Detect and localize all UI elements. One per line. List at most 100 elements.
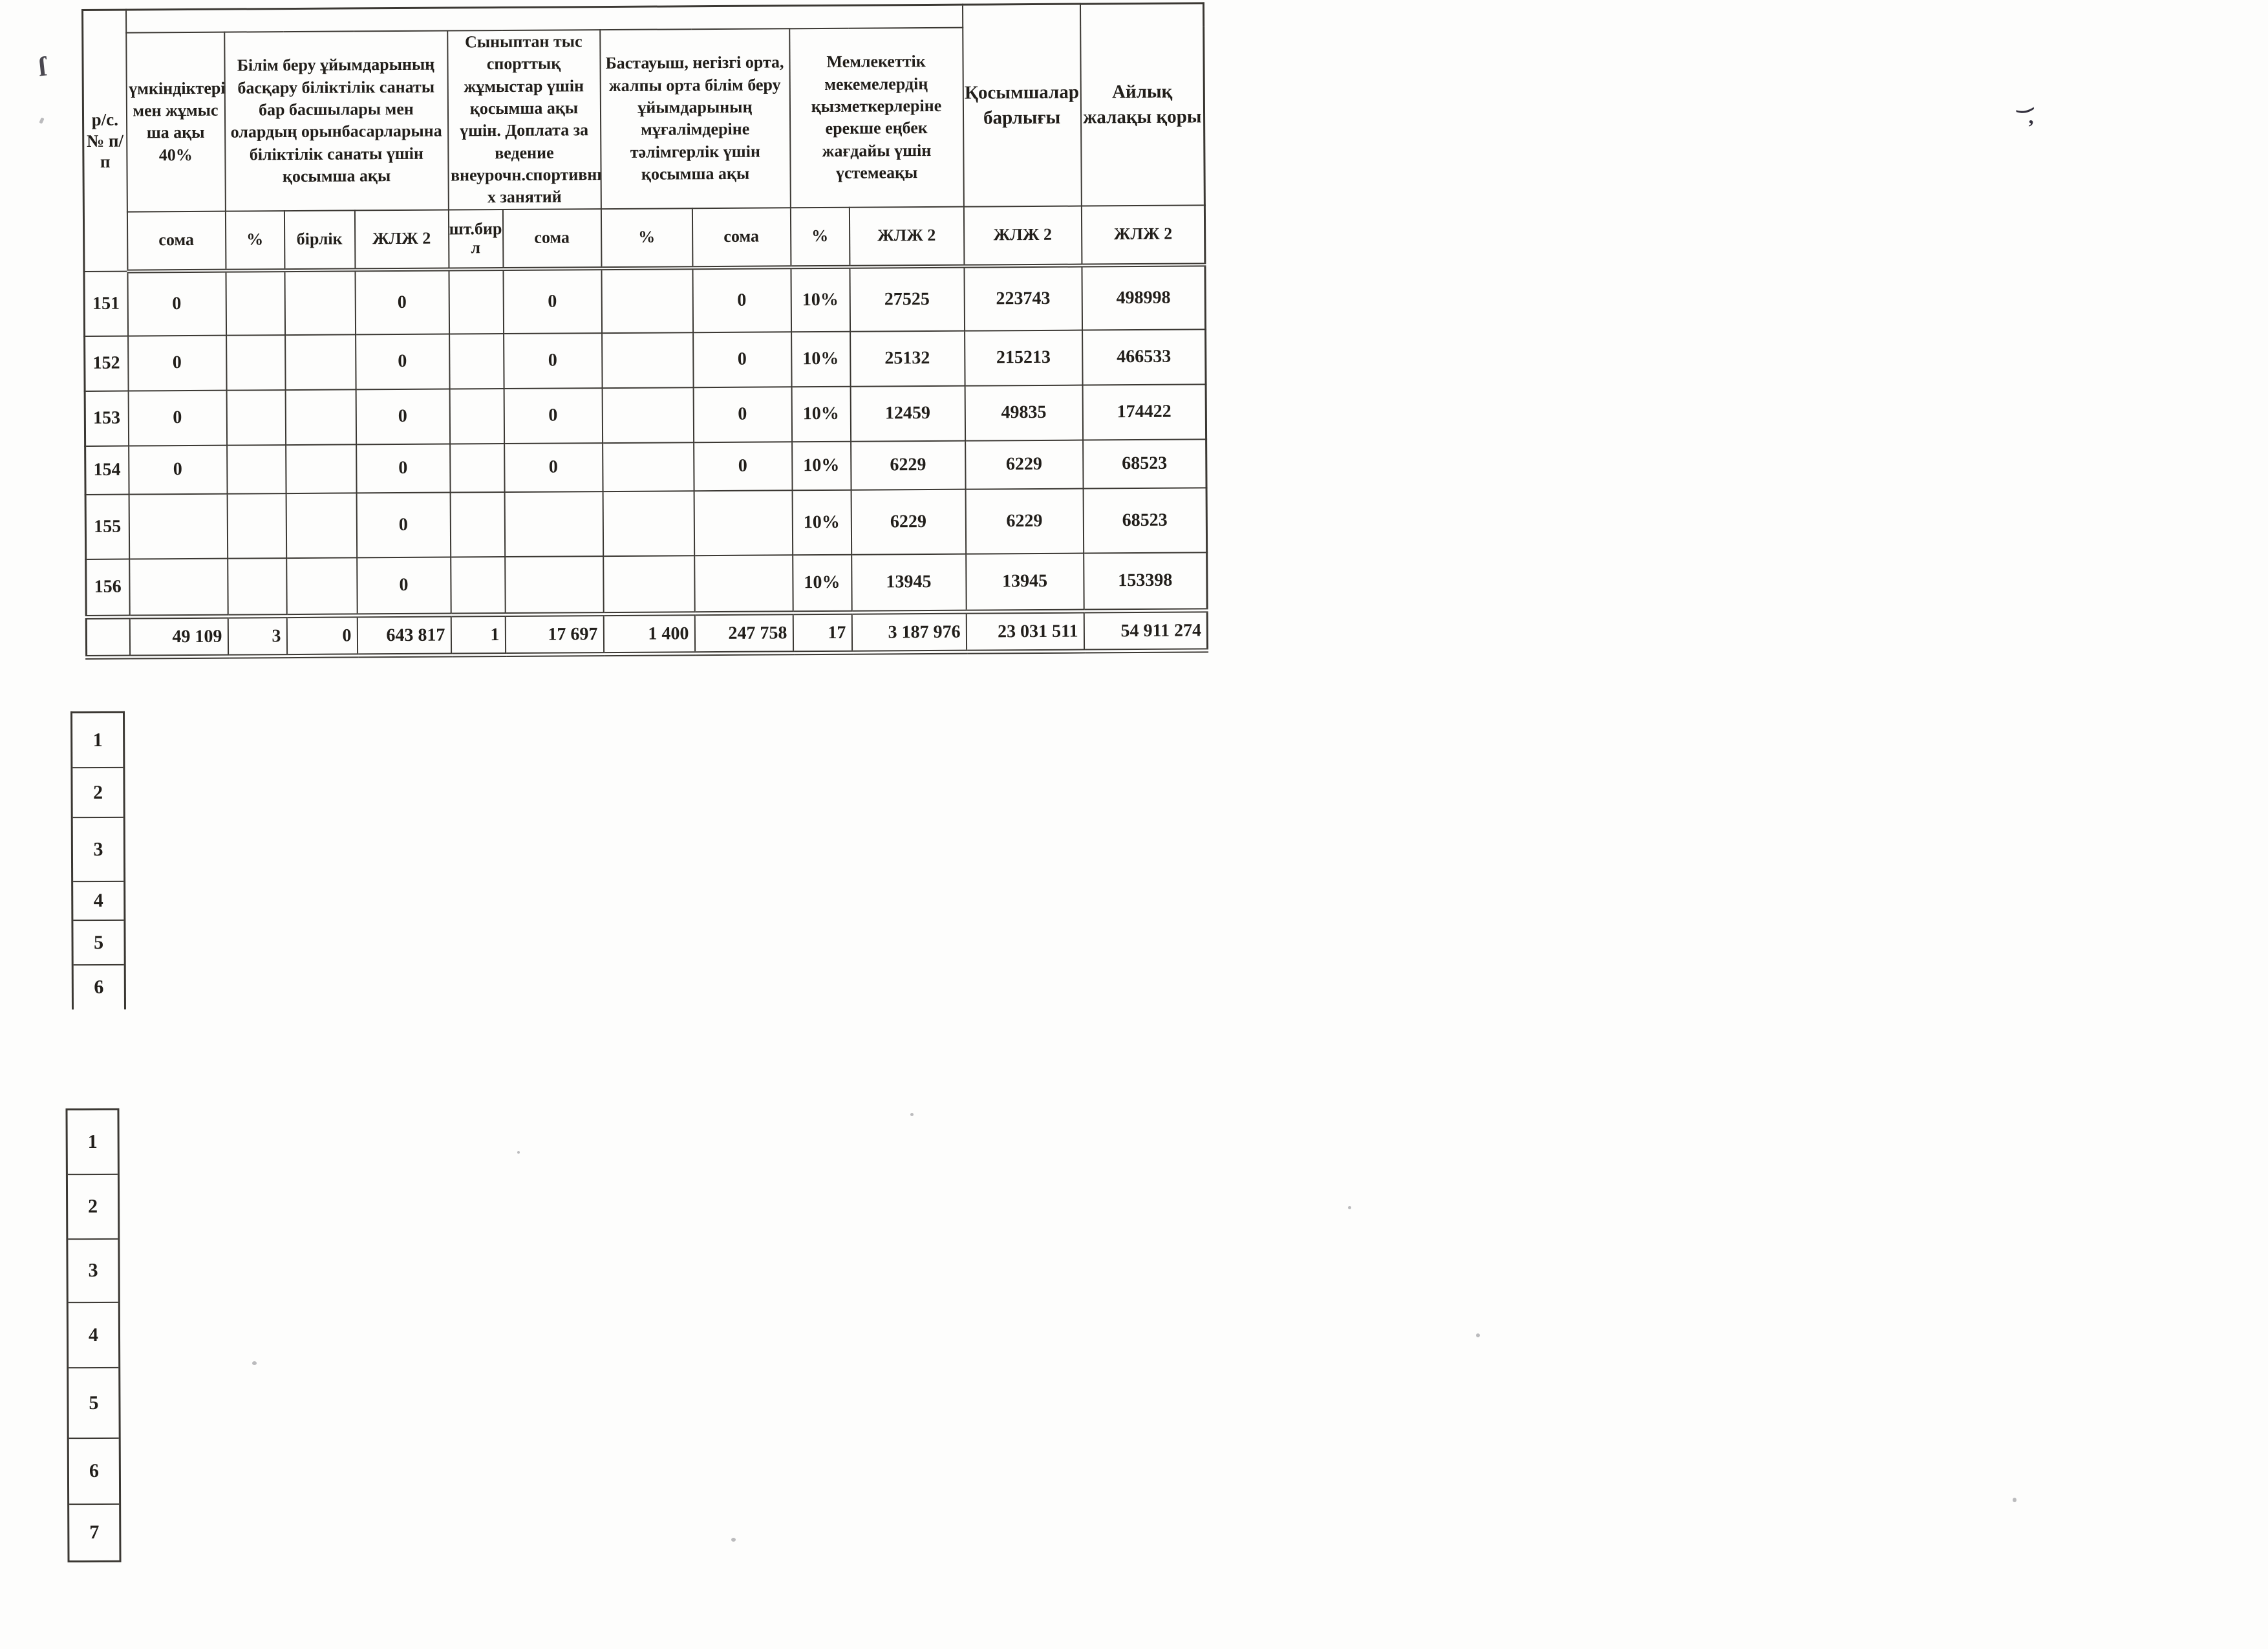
data-cell xyxy=(286,557,358,616)
data-cell xyxy=(285,389,356,445)
totals-row: 49 109 3 0 643 817 1 17 697 1 400 247 75… xyxy=(86,610,1208,658)
data-cell xyxy=(601,267,693,333)
data-cell: 10% xyxy=(790,266,850,332)
data-cell xyxy=(601,332,694,388)
data-cell: 0 xyxy=(504,442,603,492)
sub-header-birlik: бірлік xyxy=(284,210,355,270)
noise-speck xyxy=(1476,1333,1480,1337)
data-cell: 0 xyxy=(356,389,450,444)
table-row-155: 155 0 10% 6229 6229 68523 xyxy=(85,487,1207,559)
table-row-151: 151 0 0 0 0 10% 27525 223743 498998 xyxy=(83,264,1206,336)
data-cell: 0 xyxy=(692,331,792,387)
index-cell: 6 xyxy=(94,976,104,998)
data-cell xyxy=(450,556,506,616)
noise-speck xyxy=(517,1151,520,1154)
row-number-cell xyxy=(86,617,130,658)
column-header-special-work-conditions-pay: Мемлекеттік мекемелердің қызметкерлеріне… xyxy=(789,27,964,208)
noise-speck xyxy=(1348,1206,1351,1209)
index-cell: 1 xyxy=(72,713,123,769)
data-cell: 10% xyxy=(792,490,851,555)
sub-header-sht-bir-l: шт.бир л xyxy=(448,209,503,270)
index-cell: 5 xyxy=(69,1368,119,1439)
data-cell: 10% xyxy=(791,331,851,387)
data-cell xyxy=(226,444,286,494)
data-cell xyxy=(448,268,504,334)
row-index-table-bottom: 1 2 3 4 5 6 7 xyxy=(65,1108,122,1563)
sub-header-row: сома % бірлік ЖЛЖ 2 шт.бир л сома % сома… xyxy=(83,204,1206,272)
totals-cell: 247 758 xyxy=(694,612,793,654)
data-cell xyxy=(226,389,286,446)
data-cell: 10% xyxy=(791,386,851,442)
data-cell xyxy=(449,333,504,389)
data-cell xyxy=(285,444,357,493)
noise-speck xyxy=(39,117,45,124)
data-cell: 0 xyxy=(355,334,450,389)
column-header-additions-total: Қосымшалар барлығы xyxy=(962,4,1082,207)
data-cell xyxy=(129,493,228,559)
row-number-header: р/с.№ п/п xyxy=(82,10,127,272)
table-row-153: 153 0 0 0 0 10% 12459 49835 174422 xyxy=(85,383,1206,446)
data-cell xyxy=(504,555,604,615)
data-cell: 0 xyxy=(504,387,603,444)
data-cell: 0 xyxy=(693,441,793,491)
index-cell: 4 xyxy=(68,1302,119,1369)
row-index-table-top: 1 2 3 4 5 6 xyxy=(70,711,127,1010)
data-cell: 0 xyxy=(356,444,451,493)
row-number-cell: 152 xyxy=(84,336,129,391)
table-row-154: 154 0 0 0 0 10% 6229 6229 68523 xyxy=(85,438,1207,495)
row-number-cell: 155 xyxy=(85,494,129,559)
sub-header-zhlzh2-2: ЖЛЖ 2 xyxy=(849,206,965,267)
data-cell: 0 xyxy=(127,270,226,336)
table-row-156: 156 0 10% 13945 13945 153398 xyxy=(85,552,1208,618)
totals-cell: 23 031 511 xyxy=(966,611,1084,652)
totals-cell: 3 xyxy=(228,616,287,657)
column-header-extracurricular-sports-pay: Сыныптан тыс спорттық жұмыстар үшін қосы… xyxy=(447,30,601,210)
sub-header-percent-1: % xyxy=(225,210,284,271)
sub-header-soma-3: сома xyxy=(692,207,791,268)
table-row-152: 152 0 0 0 0 10% 25132 215213 466533 xyxy=(84,329,1206,391)
data-cell: 27525 xyxy=(849,266,965,332)
header-band-row: р/с.№ п/п Қосымшалар барлығы Айлық жалақ… xyxy=(82,3,1205,272)
data-cell xyxy=(449,443,505,493)
data-cell: 6229 xyxy=(965,488,1084,554)
data-cell: 49835 xyxy=(965,385,1083,441)
totals-cell: 0 xyxy=(286,615,358,656)
data-cell: 6229 xyxy=(965,440,1084,490)
noise-speck xyxy=(731,1538,736,1542)
data-cell: 0 xyxy=(127,335,227,391)
index-cell: 7 xyxy=(89,1521,100,1544)
totals-cell: 17 xyxy=(793,612,852,653)
totals-cell: 1 xyxy=(451,614,506,656)
row-number-cell: 156 xyxy=(85,559,130,618)
data-cell xyxy=(694,554,793,614)
data-cell: 68523 xyxy=(1083,487,1207,554)
sub-header-zhlzh2-1: ЖЛЖ 2 xyxy=(354,210,449,270)
data-cell xyxy=(603,555,695,614)
sub-header-zhlzh2-4: ЖЛЖ 2 xyxy=(1081,204,1206,266)
index-cell: 1 xyxy=(67,1110,118,1176)
data-cell: 6229 xyxy=(851,489,966,555)
row-number-cell: 151 xyxy=(83,271,128,336)
noise-speck xyxy=(252,1361,257,1365)
totals-cell: 3 187 976 xyxy=(851,612,967,653)
noise-speck xyxy=(2013,1498,2017,1502)
column-header-qualification-category-pay: Білім беру ұйымдарының басқару біліктілі… xyxy=(224,30,449,211)
index-cell: 2 xyxy=(67,1174,118,1240)
data-cell xyxy=(227,557,287,617)
totals-cell: 54 911 274 xyxy=(1084,610,1208,652)
totals-cell: 49 109 xyxy=(129,616,228,658)
data-cell: 0 xyxy=(693,386,792,442)
data-cell: 174422 xyxy=(1082,383,1206,440)
column-header-capability-pay-40: үмкіндіктері мен жұмыс ша ақы 40% xyxy=(125,32,226,212)
scan-curl-mark: ſ xyxy=(37,52,48,83)
data-cell: 10% xyxy=(791,441,851,490)
data-cell xyxy=(227,493,286,559)
totals-cell: 17 697 xyxy=(505,614,604,655)
data-cell: 0 xyxy=(128,445,228,495)
index-cell: 6 xyxy=(69,1438,120,1505)
data-cell xyxy=(504,491,603,557)
data-cell xyxy=(284,269,356,335)
row-number-cell: 154 xyxy=(85,446,129,495)
data-cell: 466533 xyxy=(1082,329,1206,385)
